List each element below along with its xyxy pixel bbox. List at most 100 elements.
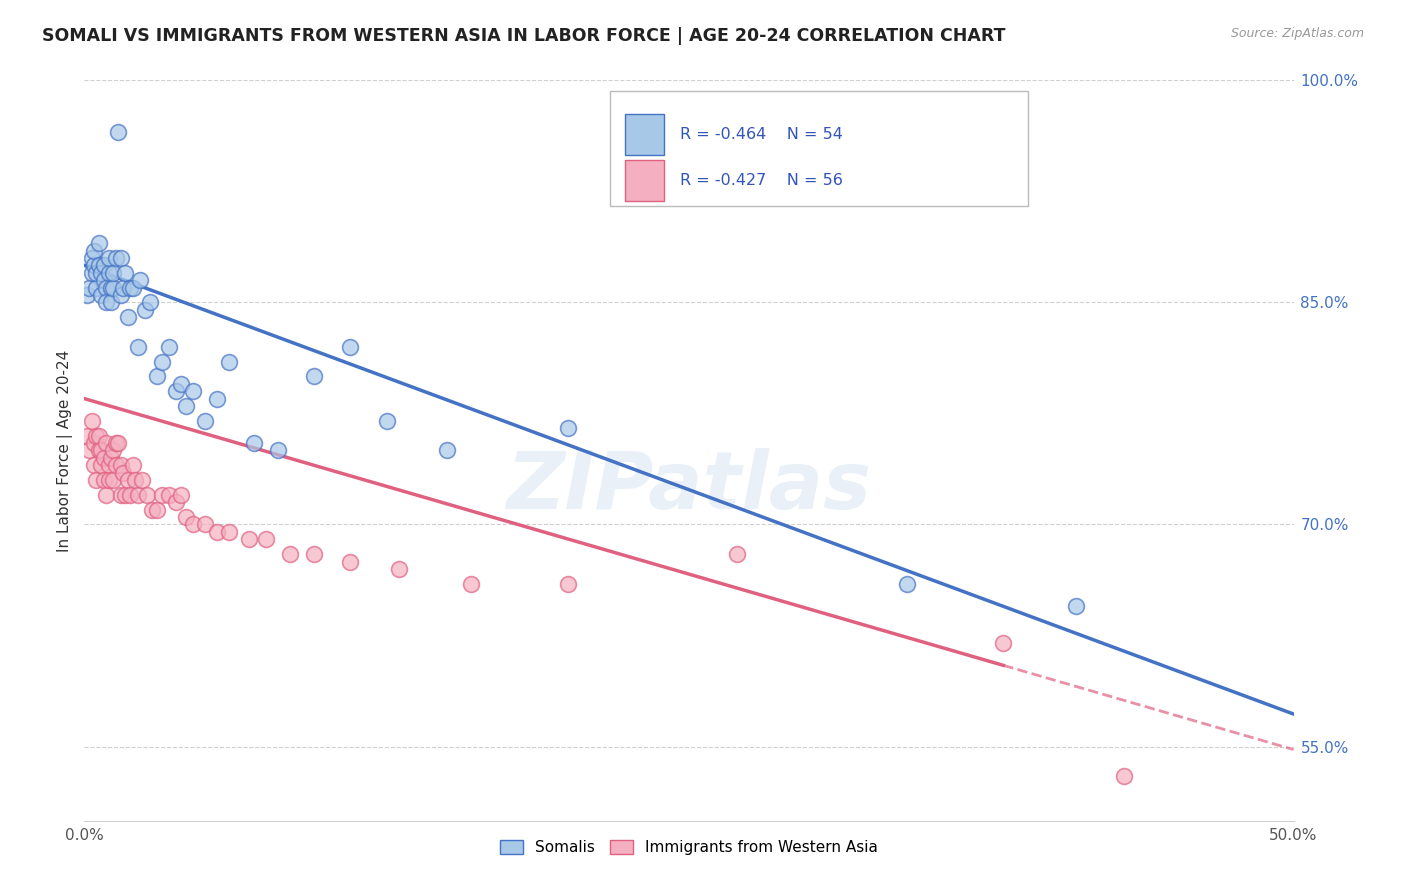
Point bbox=[129, 273, 152, 287]
Point bbox=[90, 443, 112, 458]
Point bbox=[112, 280, 135, 294]
Point bbox=[87, 236, 110, 251]
Point bbox=[218, 354, 240, 368]
Point bbox=[339, 554, 361, 569]
Point bbox=[181, 517, 204, 532]
Point bbox=[127, 340, 149, 354]
Point bbox=[194, 517, 217, 532]
Point bbox=[181, 384, 204, 399]
Point bbox=[134, 302, 156, 317]
Point bbox=[157, 488, 180, 502]
Point bbox=[375, 414, 398, 428]
Point bbox=[117, 473, 139, 487]
Point bbox=[83, 458, 105, 473]
Point bbox=[1064, 599, 1087, 613]
Point bbox=[80, 414, 103, 428]
Point bbox=[103, 266, 125, 280]
Point bbox=[436, 443, 458, 458]
Point bbox=[87, 428, 110, 442]
Text: Source: ZipAtlas.com: Source: ZipAtlas.com bbox=[1230, 27, 1364, 40]
Point bbox=[110, 458, 132, 473]
Point bbox=[136, 488, 159, 502]
Point bbox=[127, 488, 149, 502]
Point bbox=[103, 473, 125, 487]
Point bbox=[83, 436, 105, 450]
Point bbox=[157, 340, 180, 354]
Point bbox=[174, 510, 197, 524]
Point bbox=[207, 392, 229, 406]
FancyBboxPatch shape bbox=[610, 91, 1028, 206]
Text: R = -0.427    N = 56: R = -0.427 N = 56 bbox=[681, 173, 844, 187]
Point bbox=[120, 488, 142, 502]
Point bbox=[103, 443, 125, 458]
FancyBboxPatch shape bbox=[624, 160, 664, 201]
Point bbox=[218, 524, 240, 539]
Point bbox=[725, 547, 748, 561]
Point bbox=[97, 251, 120, 265]
Text: SOMALI VS IMMIGRANTS FROM WESTERN ASIA IN LABOR FORCE | AGE 20-24 CORRELATION CH: SOMALI VS IMMIGRANTS FROM WESTERN ASIA I… bbox=[42, 27, 1005, 45]
Point bbox=[124, 473, 146, 487]
Point bbox=[104, 458, 127, 473]
Point bbox=[93, 258, 115, 272]
Point bbox=[131, 473, 153, 487]
Point bbox=[103, 280, 125, 294]
Point bbox=[557, 421, 579, 435]
Point bbox=[94, 280, 117, 294]
Point bbox=[76, 288, 98, 302]
Point bbox=[86, 473, 108, 487]
Point bbox=[388, 562, 411, 576]
Point bbox=[80, 251, 103, 265]
Point bbox=[87, 443, 110, 458]
Text: R = -0.464    N = 54: R = -0.464 N = 54 bbox=[681, 127, 844, 142]
Point bbox=[94, 295, 117, 310]
Point bbox=[150, 354, 173, 368]
Point bbox=[100, 450, 122, 465]
Point bbox=[83, 244, 105, 258]
Point bbox=[93, 473, 115, 487]
Point bbox=[93, 273, 115, 287]
Point bbox=[100, 280, 122, 294]
Point bbox=[114, 266, 136, 280]
Point bbox=[114, 488, 136, 502]
Point bbox=[117, 310, 139, 325]
Point bbox=[207, 524, 229, 539]
Point bbox=[107, 125, 129, 139]
Point bbox=[100, 295, 122, 310]
Point bbox=[170, 488, 193, 502]
Point bbox=[77, 280, 100, 294]
Point bbox=[150, 488, 173, 502]
Point bbox=[242, 436, 264, 450]
Point bbox=[460, 576, 482, 591]
Point bbox=[238, 533, 260, 547]
Point bbox=[254, 533, 277, 547]
Point bbox=[80, 266, 103, 280]
Point bbox=[170, 376, 193, 391]
Point bbox=[86, 280, 108, 294]
Point bbox=[121, 280, 143, 294]
Point bbox=[110, 288, 132, 302]
Point bbox=[146, 502, 169, 516]
Legend: Somalis, Immigrants from Western Asia: Somalis, Immigrants from Western Asia bbox=[494, 834, 884, 861]
Point bbox=[104, 251, 127, 265]
Point bbox=[267, 443, 290, 458]
Point bbox=[339, 340, 361, 354]
Text: ZIPatlas: ZIPatlas bbox=[506, 449, 872, 526]
Point bbox=[896, 576, 918, 591]
Point bbox=[165, 384, 187, 399]
Point bbox=[83, 258, 105, 272]
Point bbox=[278, 547, 301, 561]
Point bbox=[194, 414, 217, 428]
FancyBboxPatch shape bbox=[624, 114, 664, 154]
Point bbox=[87, 258, 110, 272]
Point bbox=[165, 495, 187, 509]
Point bbox=[302, 369, 325, 384]
Point bbox=[93, 450, 115, 465]
Point bbox=[110, 488, 132, 502]
Point bbox=[174, 399, 197, 413]
Point bbox=[94, 436, 117, 450]
Point bbox=[141, 502, 163, 516]
Point bbox=[1114, 769, 1136, 783]
Point bbox=[77, 443, 100, 458]
Point bbox=[94, 488, 117, 502]
Point bbox=[110, 251, 132, 265]
